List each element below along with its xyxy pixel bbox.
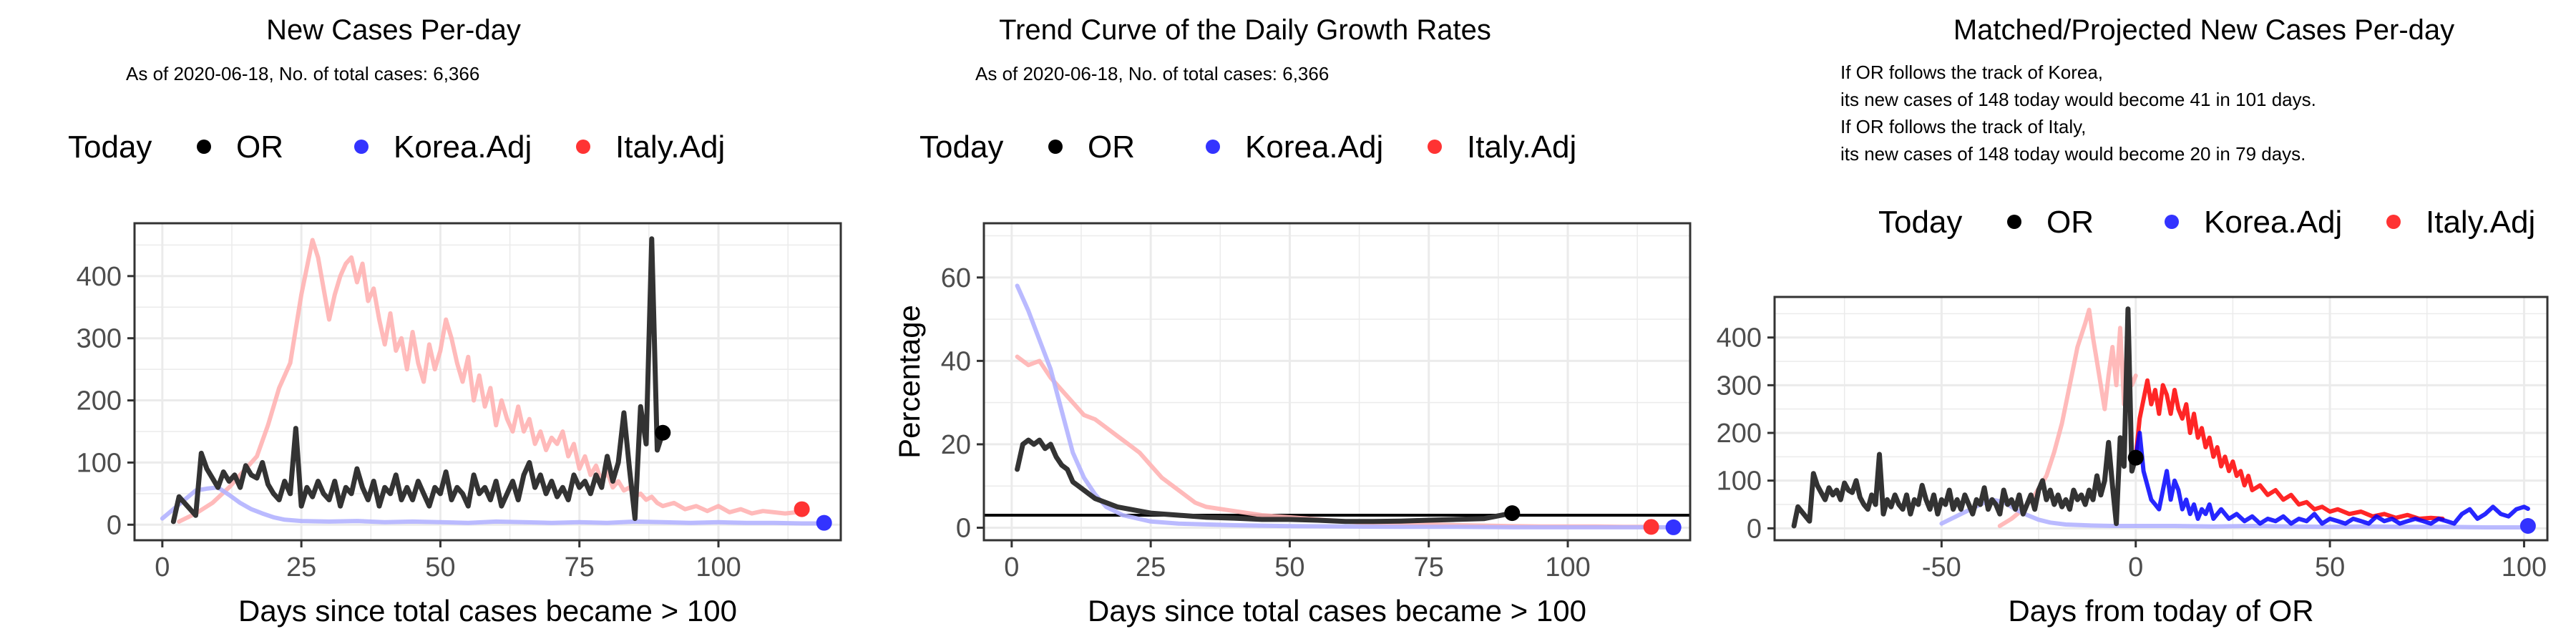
legend-label: Korea.Adj <box>2204 205 2342 240</box>
chart-title: New Cases Per-day <box>266 14 521 46</box>
x-tick-label: 100 <box>1545 552 1590 582</box>
legend-title: Today <box>68 130 152 165</box>
x-tick-label: 0 <box>1004 552 1019 582</box>
legend-key-or <box>2007 215 2021 229</box>
y-tick-label: 60 <box>941 263 971 293</box>
legend: Today OR Korea.Adj Italy.Adj <box>1878 205 2535 240</box>
today-marker-or <box>655 424 671 441</box>
series-line-italy-adj <box>177 238 810 524</box>
series-line-korea-adj <box>1015 283 1676 530</box>
legend-label: Korea.Adj <box>1245 130 1383 165</box>
today-marker-or <box>1504 505 1521 522</box>
legend-key-or <box>197 140 211 154</box>
legend-title: Today <box>919 130 1003 165</box>
plot-area <box>160 236 832 531</box>
x-tick-label: 50 <box>1274 552 1304 582</box>
x-tick-label: 100 <box>696 552 741 582</box>
legend-label: Italy.Adj <box>615 130 725 165</box>
series-line-italy-adj <box>1015 354 1654 530</box>
today-marker-or <box>2127 449 2144 466</box>
today-marker-italy-adj <box>794 501 810 517</box>
y-tick-label: 100 <box>77 448 122 478</box>
series-line-or <box>170 236 665 525</box>
legend-label: OR <box>2046 205 2094 240</box>
legend-key-italy-adj <box>576 140 590 154</box>
x-tick-label: 25 <box>286 552 316 582</box>
y-tick-label: 100 <box>1717 467 1762 497</box>
panel-border <box>982 222 1692 542</box>
x-tick-label: 0 <box>155 552 170 582</box>
legend: Today OR Korea.Adj Italy.Adj <box>68 130 725 165</box>
series-line-korea-adj-projection <box>2133 431 2530 526</box>
x-tick-label: -50 <box>1922 552 1961 582</box>
chart-subtitle-line: If OR follows the track of Korea, <box>1840 62 2103 83</box>
legend-title: Today <box>1878 205 1962 240</box>
today-marker-korea-adj <box>816 514 832 531</box>
y-tick-label: 400 <box>77 262 122 292</box>
legend-label: Korea.Adj <box>394 130 532 165</box>
panel-border <box>1773 296 2549 542</box>
legend: Today OR Korea.Adj Italy.Adj <box>919 130 1576 165</box>
x-axis-title: Days from today of OR <box>2008 594 2313 628</box>
chart-subtitle-line: its new cases of 148 today would become … <box>1840 89 2316 110</box>
y-tick-label: 20 <box>941 430 971 460</box>
chart-panel-3: Matched/Projected New Cases Per-day If OR… <box>1717 14 2549 628</box>
series-line-italy-adj-projection <box>2133 378 2445 521</box>
chart-panel-2: Trend Curve of the Daily Growth Rates As … <box>892 14 1692 628</box>
y-tick-label: 200 <box>1717 419 1762 449</box>
chart-subtitle-line: its new cases of 148 today would become … <box>1840 143 2306 165</box>
legend-key-korea-adj <box>2165 215 2179 229</box>
legend-label: OR <box>1088 130 1135 165</box>
series-line-or <box>1791 306 2139 529</box>
y-axis-title: Percentage <box>892 305 926 459</box>
chart-title: Trend Curve of the Daily Growth Rates <box>999 14 1491 46</box>
legend-label: Italy.Adj <box>1467 130 1576 165</box>
x-tick-label: 50 <box>2315 552 2345 582</box>
plot-area <box>1791 306 2536 534</box>
chart-subtitle: As of 2020-06-18, No. of total cases: 6,… <box>126 63 479 84</box>
y-tick-label: 40 <box>941 346 971 376</box>
legend-key-italy-adj <box>2386 215 2401 229</box>
series-line-or <box>1015 437 1515 525</box>
y-tick-label: 300 <box>77 324 122 354</box>
y-tick-label: 200 <box>77 386 122 416</box>
legend-key-italy-adj <box>1428 140 1442 154</box>
today-marker-korea-adj <box>1665 519 1682 535</box>
today-marker-korea-adj <box>2519 518 2536 534</box>
y-tick-label: 0 <box>956 514 971 544</box>
y-tick-label: 0 <box>107 510 122 540</box>
y-tick-label: 300 <box>1717 371 1762 401</box>
panel-border <box>133 222 842 542</box>
plot-area <box>984 283 1690 535</box>
x-axis-title: Days since total cases became > 100 <box>238 594 737 628</box>
chart-subtitle-line: If OR follows the track of Italy, <box>1840 116 2086 137</box>
legend-key-korea-adj <box>1206 140 1220 154</box>
x-tick-label: 75 <box>1414 552 1444 582</box>
y-tick-label: 400 <box>1717 323 1762 353</box>
x-tick-label: 50 <box>425 552 455 582</box>
x-axis-title: Days since total cases became > 100 <box>1088 594 1586 628</box>
x-tick-label: 75 <box>565 552 595 582</box>
x-tick-label: 0 <box>2128 552 2143 582</box>
x-tick-label: 100 <box>2502 552 2547 582</box>
chart-subtitle: As of 2020-06-18, No. of total cases: 6,… <box>975 63 1329 84</box>
today-marker-italy-adj <box>1643 519 1659 535</box>
legend-key-or <box>1048 140 1063 154</box>
y-tick-label: 0 <box>1747 514 1762 544</box>
x-tick-label: 25 <box>1136 552 1166 582</box>
legend-label: Italy.Adj <box>2426 205 2535 240</box>
legend-label: OR <box>236 130 283 165</box>
chart-title: Matched/Projected New Cases Per-day <box>1953 14 2454 46</box>
chart-panel-1: New Cases Per-day As of 2020-06-18, No. o… <box>68 14 842 628</box>
legend-key-korea-adj <box>354 140 369 154</box>
